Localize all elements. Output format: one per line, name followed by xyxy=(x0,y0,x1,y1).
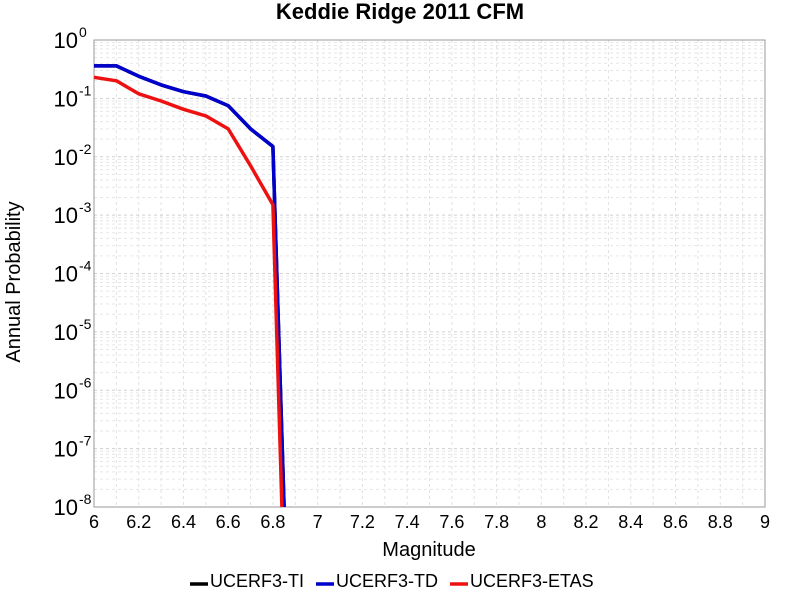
x-tick-label: 9 xyxy=(760,512,770,532)
y-tick-label: 10 -8 xyxy=(54,491,92,520)
x-axis-ticks: 6 6.2 6.4 6.6 6.8 7 7.2 7.4 7.6 7.8 8 8.2 8.4 8.6 8.8 9 xyxy=(89,512,770,532)
x-tick-label: 6.8 xyxy=(260,512,285,532)
y-tick-exponent: -1 xyxy=(79,82,92,98)
legend: UCERF3-TI UCERF3-TD UCERF3-ETAS xyxy=(190,571,594,591)
y-tick-base: 10 xyxy=(54,145,78,170)
x-tick-label: 8.4 xyxy=(618,512,643,532)
y-tick-label: 10 -6 xyxy=(54,374,92,403)
x-tick-label: 8.8 xyxy=(708,512,733,532)
y-tick-label: 10 -3 xyxy=(54,199,92,228)
y-tick-label: 10 0 xyxy=(54,24,87,53)
y-tick-label: 10 -1 xyxy=(54,82,92,111)
chart-title: Keddie Ridge 2011 CFM xyxy=(276,0,524,24)
y-tick-label: 10 -5 xyxy=(54,316,92,345)
x-tick-label: 6 xyxy=(89,512,99,532)
series-layer xyxy=(93,64,286,508)
x-tick-label: 7.6 xyxy=(439,512,464,532)
x-tick-label: 8.2 xyxy=(574,512,599,532)
y-tick-label: 10 -4 xyxy=(54,258,92,287)
x-tick-label: 7.8 xyxy=(484,512,509,532)
y-tick-exponent: -4 xyxy=(79,258,92,274)
y-tick-base: 10 xyxy=(54,320,78,345)
x-tick-label: 7.2 xyxy=(350,512,375,532)
y-tick-exponent: -7 xyxy=(79,433,92,449)
y-tick-exponent: -2 xyxy=(79,141,92,157)
y-tick-exponent: 0 xyxy=(79,24,87,40)
y-tick-base: 10 xyxy=(54,378,78,403)
x-tick-label: 6.6 xyxy=(216,512,241,532)
x-tick-label: 7.4 xyxy=(395,512,420,532)
x-tick-label: 6.2 xyxy=(126,512,151,532)
y-tick-exponent: -3 xyxy=(79,199,92,215)
y-tick-base: 10 xyxy=(54,262,78,287)
legend-label-ucerf3-etas: UCERF3-ETAS xyxy=(470,571,594,591)
legend-label-ucerf3-td: UCERF3-TD xyxy=(336,571,438,591)
y-tick-exponent: -8 xyxy=(79,491,92,507)
series-line-ucerf3-etas xyxy=(93,75,284,508)
x-tick-label: 8 xyxy=(536,512,546,532)
x-tick-label: 7 xyxy=(313,512,323,532)
x-tick-label: 8.6 xyxy=(663,512,688,532)
y-tick-base: 10 xyxy=(54,86,78,111)
y-axis-label: Annual Probability xyxy=(3,201,25,362)
series-line-ucerf3-td xyxy=(94,64,286,508)
grid xyxy=(94,40,766,507)
y-tick-base: 10 xyxy=(54,495,78,520)
y-tick-label: 10 -7 xyxy=(54,433,92,462)
x-tick-label: 6.4 xyxy=(171,512,196,532)
y-tick-base: 10 xyxy=(54,203,78,228)
y-tick-exponent: -6 xyxy=(79,374,92,390)
y-tick-exponent: -5 xyxy=(79,316,92,332)
y-tick-base: 10 xyxy=(54,437,78,462)
y-tick-base: 10 xyxy=(54,28,78,53)
x-axis-label: Magnitude xyxy=(382,539,475,561)
y-tick-label: 10 -2 xyxy=(54,141,92,170)
plot-area xyxy=(93,39,766,508)
legend-label-ucerf3-ti: UCERF3-TI xyxy=(210,571,304,591)
